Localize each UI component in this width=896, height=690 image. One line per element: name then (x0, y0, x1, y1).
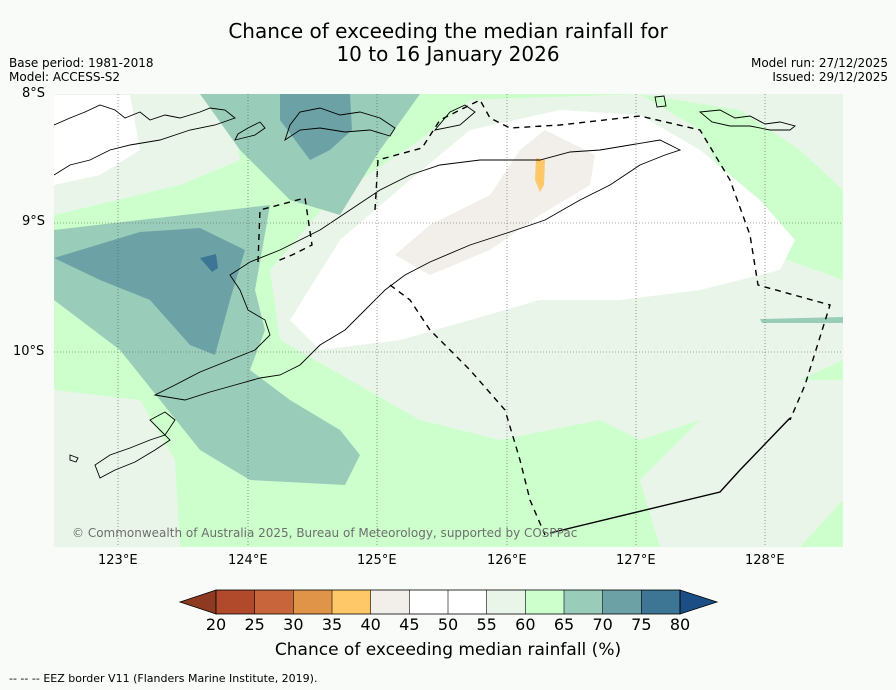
colorbar-segment (255, 590, 294, 614)
colorbar-segment (641, 590, 680, 614)
colorbar-segment (332, 590, 371, 614)
lon-label-124e: 124°E (228, 553, 268, 568)
colorbar-tick-label: 35 (322, 615, 342, 634)
colorbar-tick-label: 70 (592, 615, 612, 634)
colorbar-tick-label: 30 (283, 615, 303, 634)
colorbar-segment (371, 590, 410, 614)
colorbar-tick-label: 55 (476, 615, 496, 634)
eez-legend-symbol: -- -- -- (9, 672, 40, 685)
colorbar-under-arrow (180, 590, 216, 614)
colorbar-tick-label: 50 (438, 615, 458, 634)
map-credit: © Commonwealth of Australia 2025, Bureau… (72, 526, 577, 540)
colorbar-segment (564, 590, 603, 614)
lon-label-127e: 127°E (616, 553, 656, 568)
lat-label-10s: 10°S (13, 344, 44, 359)
colorbar-segment (448, 590, 487, 614)
colorbar-over-arrow (680, 590, 717, 614)
colorbar-segment (525, 590, 564, 614)
colorbar-tick-label: 25 (244, 615, 264, 634)
lon-label-125e: 125°E (357, 553, 397, 568)
colorbar-tick-label: 75 (631, 615, 651, 634)
colorbar-tick-label: 65 (554, 615, 574, 634)
colorbar-segment (603, 590, 642, 614)
colorbar-segment (216, 590, 255, 614)
lon-label-126e: 126°E (487, 553, 527, 568)
lat-label-8s: 8°S (22, 86, 45, 101)
colorbar-tick-label: 20 (206, 615, 226, 634)
colorbar-tick-label: 40 (360, 615, 380, 634)
eez-legend-text: EEZ border V11 (Flanders Marine Institut… (43, 672, 317, 685)
colorbar-tick-label: 60 (515, 615, 535, 634)
colorbar-label: Chance of exceeding median rainfall (%) (0, 640, 896, 660)
lat-label-9s: 9°S (22, 214, 45, 229)
colorbar (180, 590, 717, 614)
map-svg (0, 0, 896, 690)
colorbar-tick-label: 80 (670, 615, 690, 634)
colorbar-segment (487, 590, 526, 614)
lon-label-128e: 128°E (745, 553, 785, 568)
colorbar-segment (409, 590, 448, 614)
lon-label-123e: 123°E (98, 553, 138, 568)
map-fill-layer (54, 94, 843, 547)
colorbar-tick-label: 45 (399, 615, 419, 634)
footer-legend: -- -- -- EEZ border V11 (Flanders Marine… (9, 672, 317, 685)
colorbar-segment (293, 590, 332, 614)
